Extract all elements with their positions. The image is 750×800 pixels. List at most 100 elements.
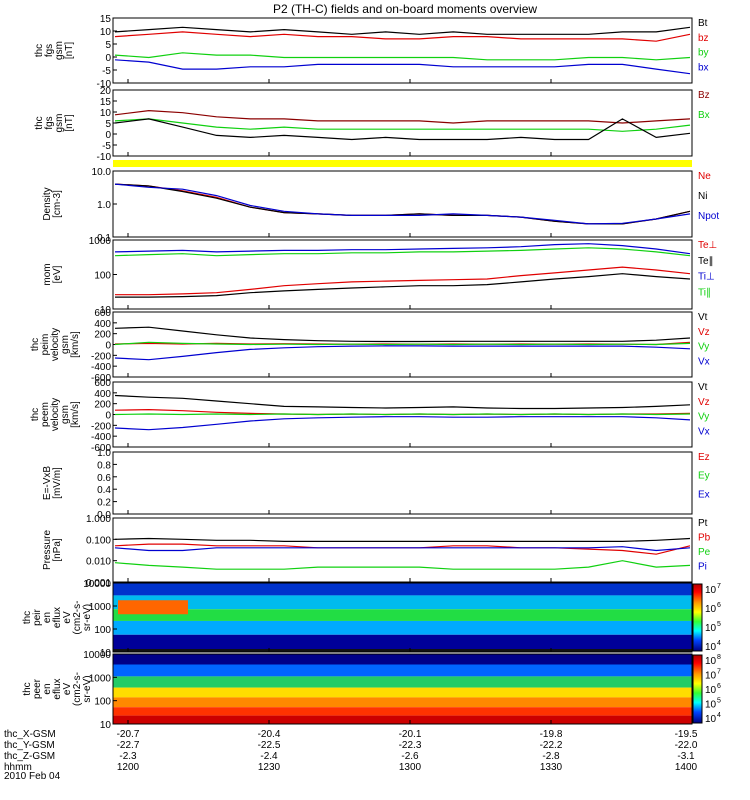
x-axis-rows: thc_X-GSM thc_Y-GSM thc_Z-GSM hhmm 2010 … (4, 729, 698, 782)
ylabel-line: fgs (44, 116, 55, 129)
ylabel-line: [mV/m] (52, 467, 63, 499)
panel-ylabel: thcfgsgsm[nT] (34, 114, 75, 133)
y-tick-label: 5 (105, 119, 111, 130)
colorbar-exponent: 4 (717, 712, 721, 719)
y-tick-label: 10000 (83, 579, 111, 590)
series-line-Ni (114, 183, 691, 225)
y-tick-label: 0.6 (97, 473, 111, 484)
y-tick-label: -600 (91, 373, 111, 384)
panel-ylabel: mom[eV] (42, 263, 63, 285)
ylabel-line: en (42, 612, 53, 623)
panel-ylabel: E=-VxB[mV/m] (42, 466, 63, 501)
y-tick-label: 0.1 (97, 233, 111, 244)
x-row-value: -22.5 (258, 740, 281, 751)
y-tick-label: 0.001 (86, 578, 111, 589)
ylabel-line: eflux (52, 678, 63, 699)
panel-ylabel: Pressure[nPa] (42, 530, 63, 570)
x-row-value: -3.1 (677, 751, 695, 762)
series-line-Vt (114, 394, 691, 410)
x-row-label-z: thc_Z-GSM (4, 751, 55, 762)
x-row-value: -2.4 (260, 751, 278, 762)
ylabel-line: thc (22, 611, 33, 624)
y-tick-label: 600 (94, 378, 111, 389)
panel-frame (112, 239, 693, 310)
x-row-label-hhmm: hhmm (4, 762, 32, 773)
y-tick-label: -200 (91, 351, 111, 362)
panel-pressure: Pressure[nPa] 1.000 0.100 0.010 0.001 Pt Pb Pe P… (42, 514, 711, 589)
y-tick-label: 100 (94, 697, 111, 708)
x-row-value: -19.8 (540, 729, 563, 740)
x-row-value: 1200 (117, 762, 140, 773)
legend-entry: Vt (698, 312, 708, 323)
panel-mom: mom[eV] 1000 100 10 Te⊥ Te∥ Ti⊥ Ti∥ (42, 236, 717, 316)
y-tick-label: 600 (94, 308, 111, 319)
y-tick-label: -400 (91, 432, 111, 443)
ylabel-line: eflux (52, 607, 63, 628)
ylabel-line: peer (32, 678, 43, 699)
y-tick-label: 10 (100, 648, 112, 659)
ylabel-line: peir (32, 608, 43, 625)
ylabel-line: E=-VxB (42, 466, 53, 501)
panel-fgs: thcfgsgsm[nT] 15 10 5 0 -5 -10 Bt bz by bx (34, 14, 709, 90)
ylabel-line: en (42, 683, 53, 694)
ylabel-line: Pressure (42, 530, 53, 570)
series-line-bz (114, 31, 691, 42)
spectrogram-band (113, 649, 692, 652)
series-line-Pi (114, 546, 691, 552)
y-tick-label: 0.010 (86, 557, 111, 568)
y-tick-label: 400 (94, 319, 111, 330)
series-line-Bx (114, 118, 691, 132)
y-tick-label: -400 (91, 362, 111, 373)
colorbar-tick: 10 (705, 656, 717, 667)
series-line-Ne (114, 183, 691, 225)
y-tick-label: 200 (94, 330, 111, 341)
panel-frame (112, 451, 693, 515)
colorbar-tick: 10 (705, 623, 717, 634)
series-line-Vt (114, 326, 691, 343)
colorbar-exponent: 5 (717, 698, 721, 705)
legend-entry: Ti∥ (698, 287, 711, 298)
y-tick-label: 1000 (89, 602, 112, 613)
legend-entry: Ex (698, 489, 710, 500)
date-label: 2010 Feb 04 (4, 771, 61, 782)
y-tick-label: 10000 (83, 650, 111, 661)
series-line-bx (114, 59, 691, 75)
series-line-Vx (114, 416, 691, 431)
y-tick-label: -200 (91, 421, 111, 432)
x-row-value: -22.3 (399, 740, 422, 751)
ylabel-line: [nPa] (52, 538, 63, 562)
colorbar-tick: 10 (705, 714, 717, 725)
series-line-Pe (114, 560, 691, 570)
legend-entry: Vx (698, 426, 710, 437)
x-row-value: -22.7 (117, 740, 140, 751)
x-row-label-y: thc_Y-GSM (4, 740, 55, 751)
ylabel-line: gsm (54, 41, 65, 60)
ylabel-line: eV (62, 611, 73, 624)
legend-entry: Ni (698, 191, 707, 202)
x-row-value: 1300 (399, 762, 422, 773)
ylabel-line: [km/s] (70, 401, 81, 428)
colorbar-tick: 10 (705, 604, 717, 615)
legend-entry: Vx (698, 356, 710, 367)
y-tick-label: 0.0 (97, 510, 111, 521)
x-row-value: -22.0 (675, 740, 698, 751)
series-line-Pt (114, 537, 691, 543)
panel-ylabel: thcpeimvelocitygsm[km/s] (30, 328, 81, 361)
legend-entry: Npot (698, 211, 719, 222)
y-tick-label: 1000 (89, 236, 112, 247)
legend-entry: bz (698, 33, 709, 44)
ylabel-line: [eV] (52, 265, 63, 283)
legend-entry: Ti⊥ (698, 272, 715, 283)
colorbar-exponent: 7 (717, 669, 721, 676)
y-tick-label: 0 (105, 130, 111, 141)
panel-frame (112, 653, 693, 725)
y-tick-label: 15 (100, 14, 112, 25)
legend-entry: Vz (698, 397, 710, 408)
ylabel-line: eV (62, 683, 73, 696)
x-row-value: -20.1 (399, 729, 422, 740)
y-tick-label: 0.2 (97, 498, 111, 509)
spectrogram-band (113, 595, 692, 610)
